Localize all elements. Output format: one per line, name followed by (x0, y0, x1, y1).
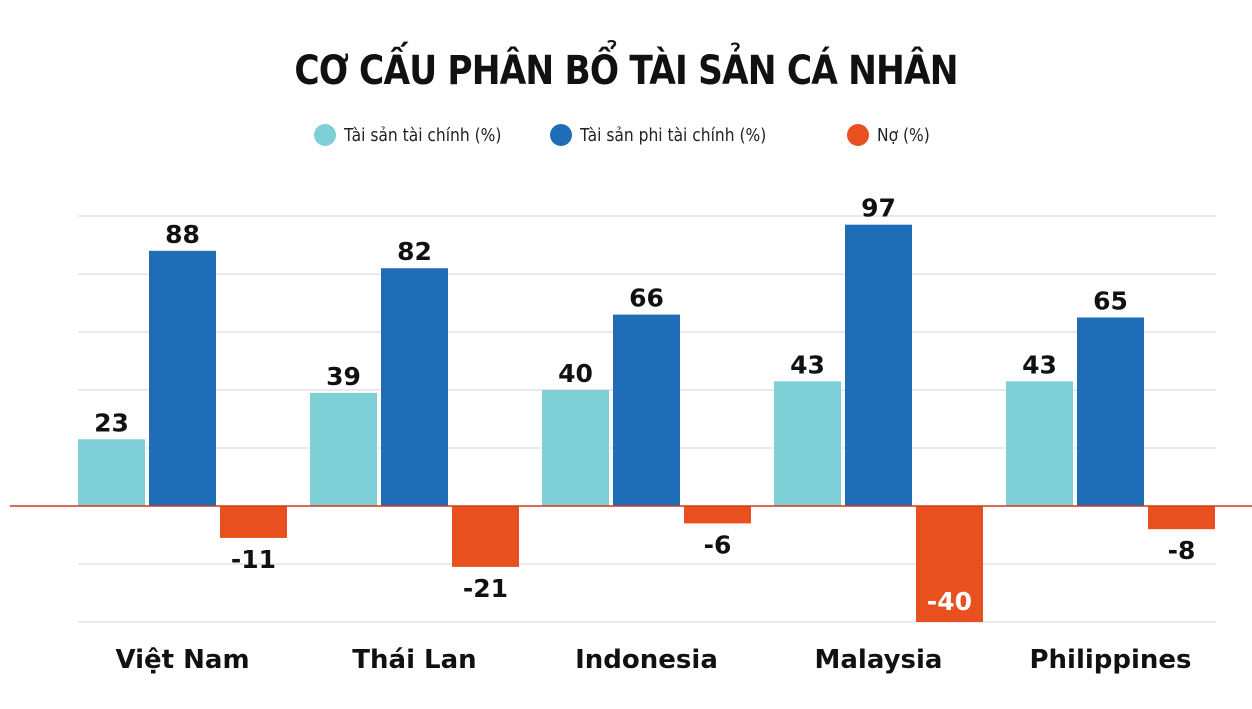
bar (149, 250, 216, 506)
category-label: Indonesia (575, 645, 718, 675)
data-label: -40 (927, 587, 972, 616)
data-label: 40 (558, 359, 593, 388)
data-label: 97 (861, 194, 896, 223)
legend-item-debt: Nợ (%) (847, 124, 938, 146)
data-label: 43 (1022, 350, 1057, 379)
bar (310, 392, 377, 506)
bar (774, 381, 841, 506)
bar (381, 268, 448, 506)
legend-label-financial-assets: Tài sản tài chính (%) (344, 124, 502, 146)
data-label: 65 (1093, 287, 1128, 316)
data-label: 82 (397, 237, 432, 266)
bar (78, 439, 145, 506)
legend-swatch-financial-assets (314, 124, 336, 146)
legend-swatch-debt (847, 124, 869, 146)
bar (1148, 506, 1215, 530)
bar (684, 506, 751, 524)
data-label: 66 (629, 284, 664, 313)
bar (1006, 381, 1073, 506)
legend-item-non-financial-assets: Tài sản phi tài chính (%) (550, 124, 797, 146)
category-label: Malaysia (815, 645, 943, 675)
bar (220, 506, 287, 538)
bar (916, 506, 983, 622)
data-label: 88 (165, 220, 200, 249)
legend: Tài sản tài chính (%) Tài sản phi tài ch… (0, 124, 1252, 156)
legend-label-non-financial-assets: Tài sản phi tài chính (%) (580, 124, 767, 146)
category-label: Thái Lan (352, 645, 476, 675)
bar (542, 390, 609, 506)
legend-swatch-non-financial-assets (550, 124, 572, 146)
chart-title: CƠ CẤU PHÂN BỔ TÀI SẢN CÁ NHÂN (294, 48, 958, 94)
data-label: 39 (326, 362, 361, 391)
bar (613, 314, 680, 506)
data-label: 23 (94, 408, 129, 437)
bar (1077, 317, 1144, 506)
data-label: -6 (704, 530, 732, 559)
legend-item-financial-assets: Tài sản tài chính (%) (314, 124, 527, 146)
category-label: Việt Nam (115, 645, 249, 675)
data-label: 43 (790, 350, 825, 379)
data-label: -11 (231, 545, 276, 574)
legend-label-debt: Nợ (%) (877, 124, 930, 146)
category-label: Philippines (1029, 645, 1191, 675)
data-label: -21 (463, 574, 508, 603)
bar (845, 224, 912, 506)
data-label: -8 (1168, 536, 1196, 565)
bar (452, 506, 519, 567)
